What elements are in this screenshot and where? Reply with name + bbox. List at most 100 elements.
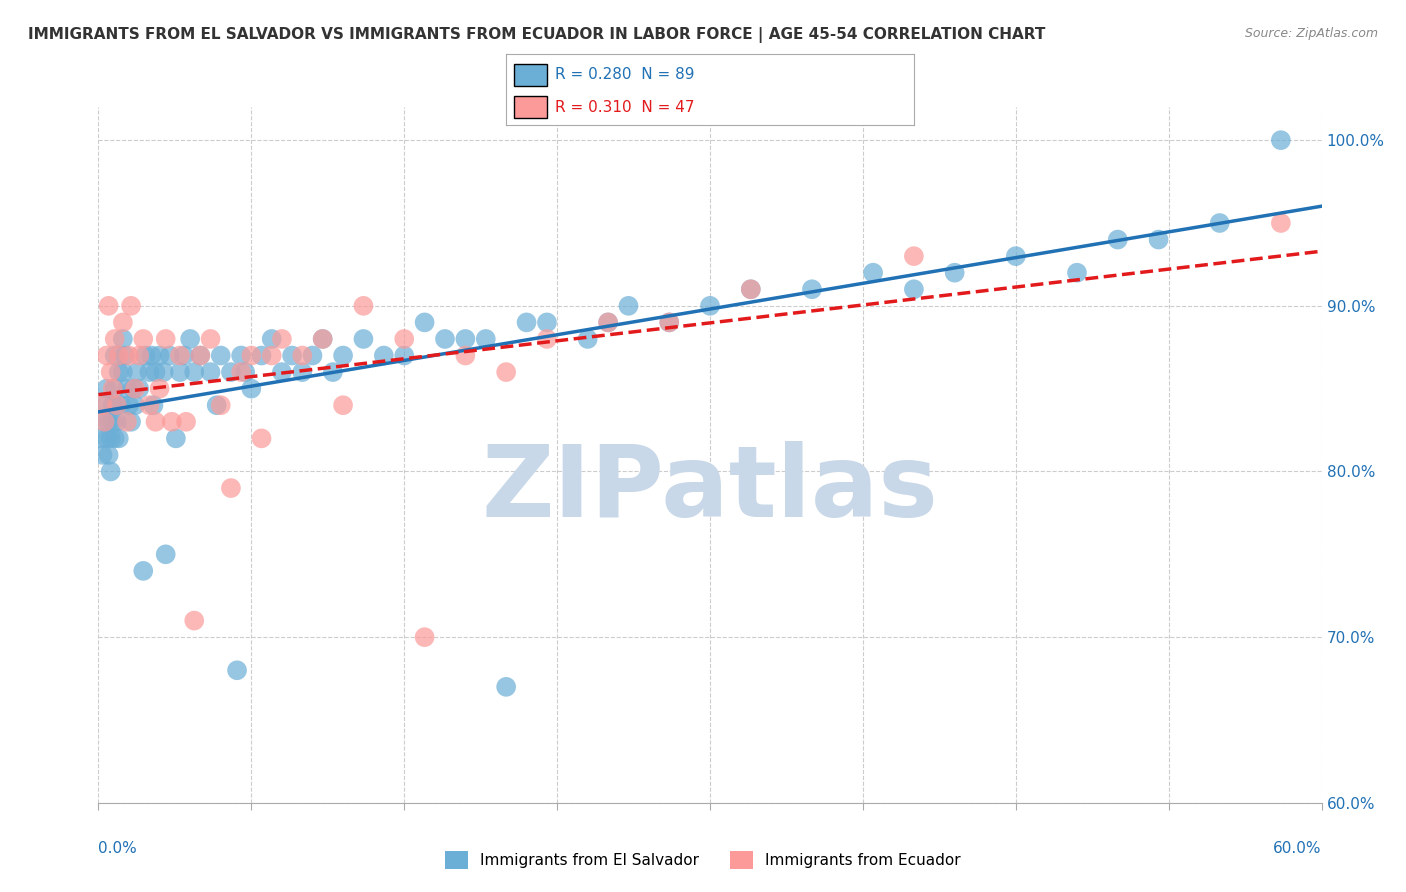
Point (536, 315, 558, 329)
Point (219, 365, 242, 379)
Point (108, 365, 131, 379)
Point (801, 282, 824, 296)
Point (260, 332, 283, 346)
Point (240, 349, 263, 363)
Point (96, 349, 118, 363)
Point (240, 382, 263, 396)
Point (128, 349, 150, 363)
Point (352, 299, 374, 313)
FancyBboxPatch shape (515, 96, 547, 118)
Point (250, 349, 273, 363)
Point (260, 349, 283, 363)
Point (231, 365, 253, 379)
Point (233, 365, 256, 379)
Point (392, 349, 416, 363)
Text: R = 0.280  N = 89: R = 0.280 N = 89 (555, 68, 695, 82)
Point (169, 349, 191, 363)
Point (134, 349, 156, 363)
Point (1209, 216, 1232, 230)
Point (101, 382, 124, 396)
Point (576, 332, 599, 346)
Point (104, 431, 127, 445)
Point (205, 398, 228, 412)
Point (332, 349, 354, 363)
Point (100, 465, 122, 479)
Point (120, 299, 142, 313)
Point (903, 249, 925, 263)
Point (183, 614, 205, 628)
Point (111, 315, 134, 329)
Point (101, 398, 124, 412)
Point (155, 332, 177, 346)
Point (169, 365, 191, 379)
Point (200, 365, 222, 379)
Point (159, 349, 181, 363)
Point (392, 332, 416, 346)
Point (122, 382, 145, 396)
Point (332, 398, 354, 412)
Point (209, 349, 232, 363)
Point (152, 365, 174, 379)
Point (160, 415, 183, 429)
Point (1270, 133, 1292, 147)
Point (132, 332, 155, 346)
Point (352, 332, 374, 346)
Point (96, 431, 118, 445)
Point (145, 415, 167, 429)
Point (120, 415, 142, 429)
Point (91, 398, 114, 412)
Point (250, 431, 273, 445)
Point (111, 365, 134, 379)
Point (1066, 266, 1088, 280)
Point (124, 382, 146, 396)
Text: 0.0%: 0.0% (98, 841, 138, 856)
Point (97, 299, 120, 313)
Point (105, 398, 128, 412)
Point (105, 415, 128, 429)
Text: Source: ZipAtlas.com: Source: ZipAtlas.com (1244, 27, 1378, 40)
Point (108, 349, 131, 363)
Point (270, 365, 294, 379)
Point (495, 680, 517, 694)
Point (115, 382, 138, 396)
Point (312, 332, 335, 346)
Point (149, 349, 172, 363)
Point (138, 365, 160, 379)
Point (108, 431, 131, 445)
Text: IMMIGRANTS FROM EL SALVADOR VS IMMIGRANTS FROM ECUADOR IN LABOR FORCE | AGE 45-5: IMMIGRANTS FROM EL SALVADOR VS IMMIGRANT… (28, 27, 1046, 43)
Point (114, 349, 136, 363)
Point (658, 315, 681, 329)
Point (231, 349, 253, 363)
Point (128, 382, 150, 396)
Point (89, 431, 111, 445)
Point (1270, 216, 1292, 230)
Point (312, 332, 335, 346)
Point (862, 266, 884, 280)
Point (93, 415, 115, 429)
Point (943, 266, 966, 280)
Point (1107, 233, 1129, 247)
Point (1147, 233, 1170, 247)
Point (699, 299, 721, 313)
Point (118, 398, 141, 412)
Point (127, 365, 149, 379)
Point (104, 349, 127, 363)
Point (179, 332, 201, 346)
Point (598, 315, 620, 329)
Point (413, 315, 436, 329)
Point (155, 547, 177, 561)
FancyBboxPatch shape (515, 64, 547, 86)
Point (97, 448, 120, 462)
Point (454, 332, 477, 346)
Point (91, 448, 114, 462)
Legend: Immigrants from El Salvador, Immigrants from Ecuador: Immigrants from El Salvador, Immigrants … (439, 845, 967, 875)
Point (617, 299, 640, 313)
Point (434, 332, 457, 346)
Point (115, 415, 138, 429)
Point (226, 663, 249, 677)
Point (301, 349, 323, 363)
Point (1004, 249, 1026, 263)
Point (96, 382, 118, 396)
Point (903, 282, 925, 296)
Point (183, 365, 205, 379)
